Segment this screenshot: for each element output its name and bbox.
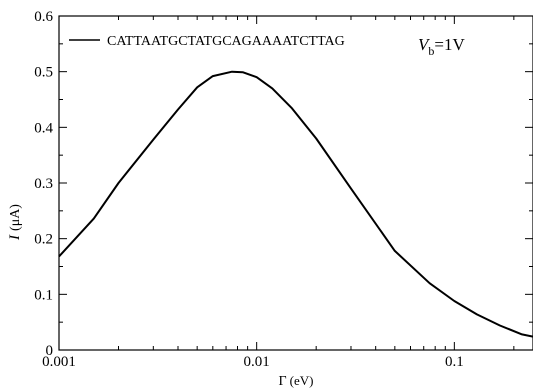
- x-axis-unit: (eV): [290, 373, 314, 388]
- y-tick-label: 0: [46, 343, 54, 359]
- y-tick-label: 0.5: [34, 65, 53, 81]
- y-axis-symbol: I: [7, 234, 23, 241]
- bias-voltage-symbol: V: [418, 35, 431, 54]
- legend-label: CATTAATGCTATGCAGAAAATCTTAG: [107, 34, 345, 49]
- y-axis-title: I (μA): [7, 204, 23, 241]
- y-tick-label: 0.1: [34, 287, 53, 303]
- bias-voltage-subscript: b: [428, 44, 434, 58]
- y-tick-label: 0.6: [34, 9, 53, 25]
- tick-marks: [58, 15, 533, 351]
- x-tick-label: 0.01: [244, 354, 270, 370]
- bias-voltage-value: =1V: [434, 35, 465, 54]
- legend: CATTAATGCTATGCAGAAAATCTTAG: [69, 34, 345, 49]
- series-line: [58, 70, 533, 338]
- x-axis-symbol: Γ: [279, 374, 287, 388]
- plot-frame: [58, 15, 533, 351]
- series-lines: [58, 70, 533, 338]
- x-axis-title: Γ (eV): [279, 373, 314, 388]
- bias-voltage-annotation: Vb=1V: [418, 35, 465, 58]
- x-tick-label: 0.001: [42, 354, 76, 370]
- y-tick-label: 0.3: [34, 176, 53, 192]
- y-tick-label: 0.4: [34, 120, 53, 136]
- y-axis-unit: (μA): [8, 204, 23, 231]
- tick-labels: 0 0.1 0.2 0.3 0.4 0.5 0.6 0.001 0.01 0.1: [34, 9, 463, 370]
- y-tick-label: 0.2: [34, 232, 53, 248]
- axes: [58, 15, 533, 351]
- x-tick-label: 0.1: [445, 354, 464, 370]
